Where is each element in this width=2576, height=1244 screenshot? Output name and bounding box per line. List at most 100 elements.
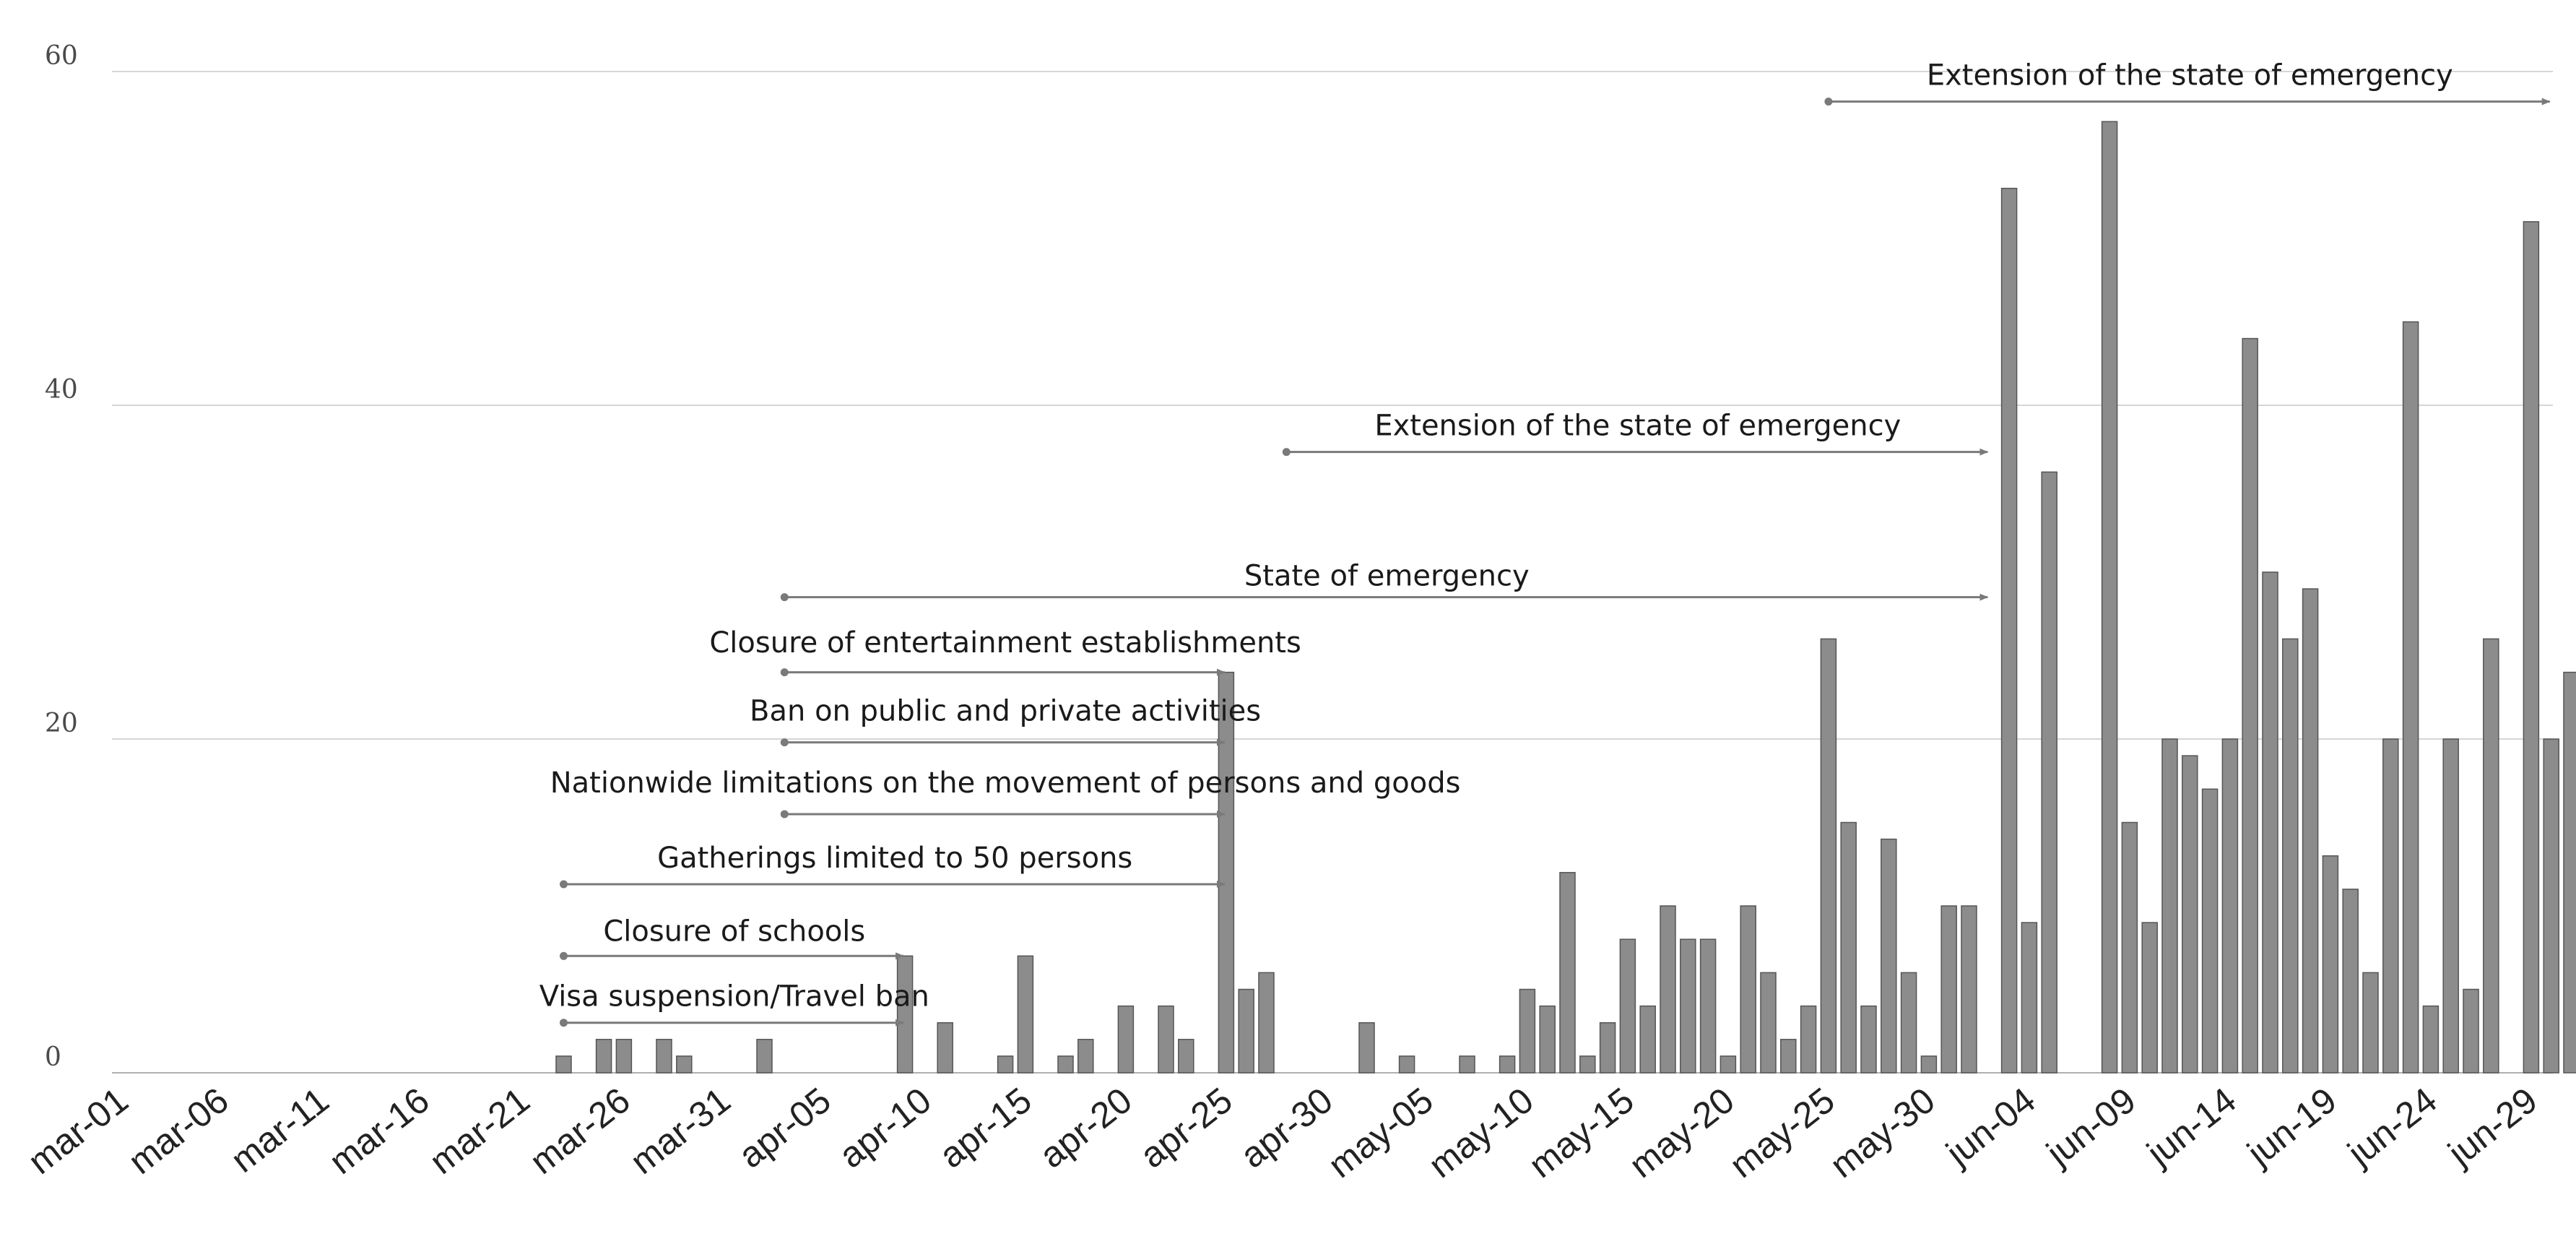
bar bbox=[1840, 821, 1857, 1074]
bar bbox=[2483, 638, 2499, 1074]
bar bbox=[2101, 121, 2118, 1074]
x-tick-label: apr-25 bbox=[1132, 1080, 1239, 1176]
bar bbox=[1398, 1055, 1415, 1074]
annotation-arrow-start-dot bbox=[780, 593, 789, 602]
annotation-arrow-start-dot bbox=[560, 1019, 568, 1027]
annotation-arrow-start-dot bbox=[1824, 98, 1833, 106]
y-tick-label: 20 bbox=[45, 709, 78, 738]
bar bbox=[1559, 872, 1576, 1074]
bar bbox=[2442, 738, 2459, 1074]
bar bbox=[1258, 972, 1275, 1074]
annotation-label: Gatherings limited to 50 persons bbox=[657, 842, 1132, 875]
bar bbox=[615, 1039, 633, 1074]
annotation-label: Visa suspension/Travel ban bbox=[539, 980, 929, 1014]
bar bbox=[1940, 905, 1957, 1074]
bar bbox=[2141, 922, 2158, 1074]
bar bbox=[2262, 571, 2278, 1074]
x-tick-label: jun-24 bbox=[2339, 1080, 2445, 1175]
bar bbox=[1238, 988, 1254, 1074]
annotation-label: Nationwide limitations on the movement o… bbox=[550, 766, 1461, 800]
bar bbox=[2322, 855, 2339, 1074]
bar bbox=[1619, 938, 1636, 1074]
bar bbox=[1740, 905, 1756, 1074]
x-tick-label: mar-01 bbox=[20, 1080, 135, 1183]
x-tick-label: apr-15 bbox=[932, 1080, 1038, 1176]
bar bbox=[2161, 738, 2178, 1074]
bar bbox=[1459, 1055, 1475, 1074]
bar bbox=[2362, 972, 2379, 1074]
bar bbox=[1218, 671, 1235, 1074]
bar bbox=[1158, 1005, 1174, 1074]
x-tick-label: apr-20 bbox=[1032, 1080, 1139, 1176]
bar bbox=[1760, 972, 1777, 1074]
x-tick-label: mar-06 bbox=[121, 1080, 235, 1183]
annotation-arrow-start-dot bbox=[780, 668, 789, 677]
bar bbox=[1358, 1021, 1375, 1074]
bar bbox=[656, 1039, 672, 1074]
bar bbox=[2543, 738, 2559, 1074]
bar bbox=[2000, 187, 2018, 1074]
annotation-label: Closure of entertainment establishments bbox=[709, 626, 1301, 660]
bar bbox=[1017, 955, 1034, 1074]
bar bbox=[997, 1055, 1014, 1074]
bar bbox=[1780, 1039, 1797, 1074]
x-tick-label: may-05 bbox=[1321, 1080, 1441, 1186]
bar bbox=[2121, 821, 2138, 1074]
annotation-arrow-start-dot bbox=[780, 738, 789, 747]
y-axis-ticks: 0 20 40 60 bbox=[45, 41, 78, 1072]
annotation-label: Extension of the state of emergency bbox=[1374, 410, 1901, 443]
x-tick-label: may-15 bbox=[1522, 1080, 1642, 1186]
x-tick-label: mar-11 bbox=[223, 1080, 336, 1180]
bar bbox=[2242, 337, 2258, 1074]
bar bbox=[1699, 938, 1717, 1074]
x-tick-label: jun-29 bbox=[2440, 1080, 2545, 1175]
annotation-arrow-start-dot bbox=[560, 880, 568, 889]
x-tick-label: jun-04 bbox=[1938, 1080, 2043, 1175]
bar bbox=[2041, 471, 2057, 1074]
bar bbox=[2563, 671, 2576, 1074]
bar bbox=[1719, 1055, 1737, 1074]
x-tick-label: may-30 bbox=[1823, 1080, 1943, 1186]
bar bbox=[2382, 738, 2399, 1074]
bar bbox=[2422, 1005, 2440, 1074]
annotations: Visa suspension/Travel ban Closure of sch… bbox=[539, 59, 2551, 1027]
bar bbox=[1920, 1055, 1938, 1074]
annotation-label: Closure of schools bbox=[603, 915, 865, 949]
bar bbox=[2182, 755, 2198, 1074]
bar bbox=[2282, 638, 2299, 1074]
bar bbox=[1178, 1039, 1194, 1074]
x-tick-label: may-10 bbox=[1421, 1080, 1541, 1186]
bar bbox=[2221, 738, 2239, 1074]
x-tick-label: jun-14 bbox=[2138, 1080, 2244, 1175]
x-tick-label: jun-19 bbox=[2239, 1080, 2344, 1175]
x-tick-label: jun-09 bbox=[2038, 1080, 2143, 1175]
bar bbox=[2201, 788, 2219, 1074]
bar bbox=[1117, 1005, 1135, 1074]
bar bbox=[2463, 988, 2479, 1074]
bar bbox=[1800, 1005, 1817, 1074]
annotation-label: Ban on public and private activities bbox=[750, 695, 1261, 728]
x-tick-label: may-25 bbox=[1722, 1080, 1842, 1186]
annotation-arrow-start-dot bbox=[780, 810, 789, 818]
bar bbox=[1599, 1021, 1616, 1074]
bar bbox=[1660, 905, 1676, 1074]
bar bbox=[676, 1055, 693, 1074]
bar bbox=[1881, 838, 1897, 1074]
bar bbox=[2523, 221, 2540, 1074]
bar bbox=[2302, 588, 2319, 1074]
x-axis-ticks: mar-01mar-06mar-11mar-16mar-21mar-26mar-… bbox=[20, 1080, 2544, 1186]
x-tick-label: apr-10 bbox=[831, 1080, 938, 1176]
bar bbox=[2021, 922, 2038, 1074]
y-tick-label: 40 bbox=[45, 375, 78, 405]
bar bbox=[1077, 1039, 1094, 1074]
bar bbox=[1519, 988, 1536, 1074]
x-tick-label: mar-21 bbox=[422, 1080, 537, 1183]
bar bbox=[1900, 972, 1917, 1074]
y-tick-label: 60 bbox=[45, 41, 78, 71]
bar bbox=[896, 955, 914, 1074]
x-tick-label: mar-16 bbox=[321, 1080, 436, 1183]
bar bbox=[1820, 638, 1837, 1074]
bar bbox=[1680, 938, 1696, 1074]
x-tick-label: mar-31 bbox=[623, 1080, 737, 1183]
